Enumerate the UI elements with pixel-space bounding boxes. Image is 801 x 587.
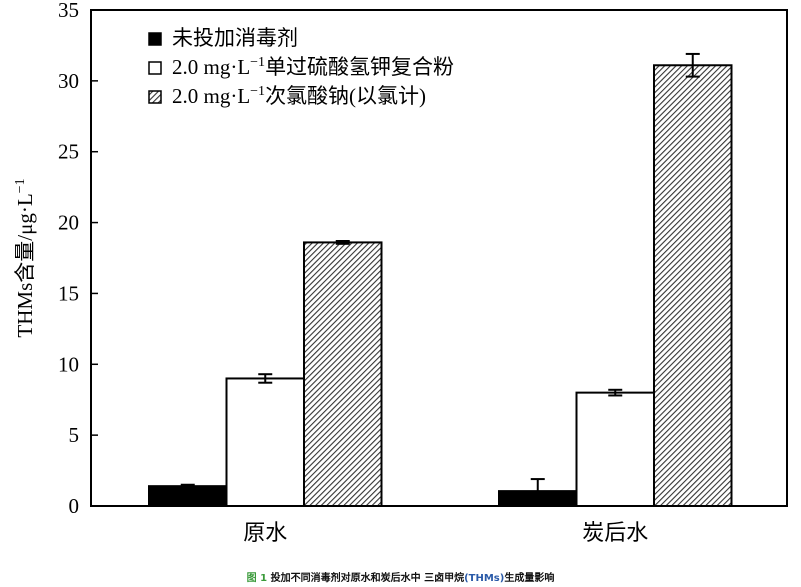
y-tick-label: 10: [58, 352, 79, 376]
legend-swatch: [148, 32, 162, 46]
y-axis-label: THMs含量/μg·L−1: [13, 178, 37, 337]
y-tick-label: 0: [69, 494, 80, 518]
legend-label: 2.0 mg·L−1单过硫酸氢钾复合粉: [172, 55, 454, 79]
figure-caption: 图 1 投加不同消毒剂对原水和炭后水中 三卤甲烷(THMs)生成量影响: [0, 569, 801, 584]
x-tick-label: 炭后水: [582, 520, 648, 545]
bar: [303, 241, 383, 507]
bar: [575, 391, 655, 507]
y-tick-label: 35: [58, 0, 79, 22]
bar: [148, 485, 228, 508]
y-tick-label: 15: [58, 281, 79, 305]
legend-label: 2.0 mg·L−1次氯酸钠(以氯计): [172, 84, 426, 108]
caption-text: 投加不同消毒剂对原水和炭后水中 三卤甲烷: [267, 573, 465, 584]
y-tick-label: 30: [58, 69, 79, 93]
y-tick-label: 20: [58, 211, 79, 235]
caption-thms: (THMs): [464, 573, 505, 584]
figure-number: 图 1: [246, 573, 268, 584]
legend-swatch: [148, 61, 162, 75]
legend-swatch: [148, 90, 162, 104]
x-tick-label: 原水: [243, 520, 287, 545]
caption-text-end: 生成量影响: [504, 573, 555, 584]
plot-frame: [90, 9, 788, 507]
bar: [653, 64, 733, 507]
legend-label: 未投加消毒剂: [172, 26, 298, 50]
bar: [225, 377, 305, 508]
y-tick-label: 5: [69, 423, 80, 447]
y-tick-label: 25: [58, 140, 79, 164]
